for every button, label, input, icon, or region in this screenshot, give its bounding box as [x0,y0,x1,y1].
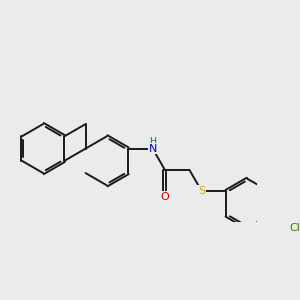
Text: Cl: Cl [290,223,300,233]
Text: O: O [160,192,169,202]
Text: S: S [198,186,205,196]
Text: N: N [148,144,157,154]
Text: H: H [149,137,156,146]
